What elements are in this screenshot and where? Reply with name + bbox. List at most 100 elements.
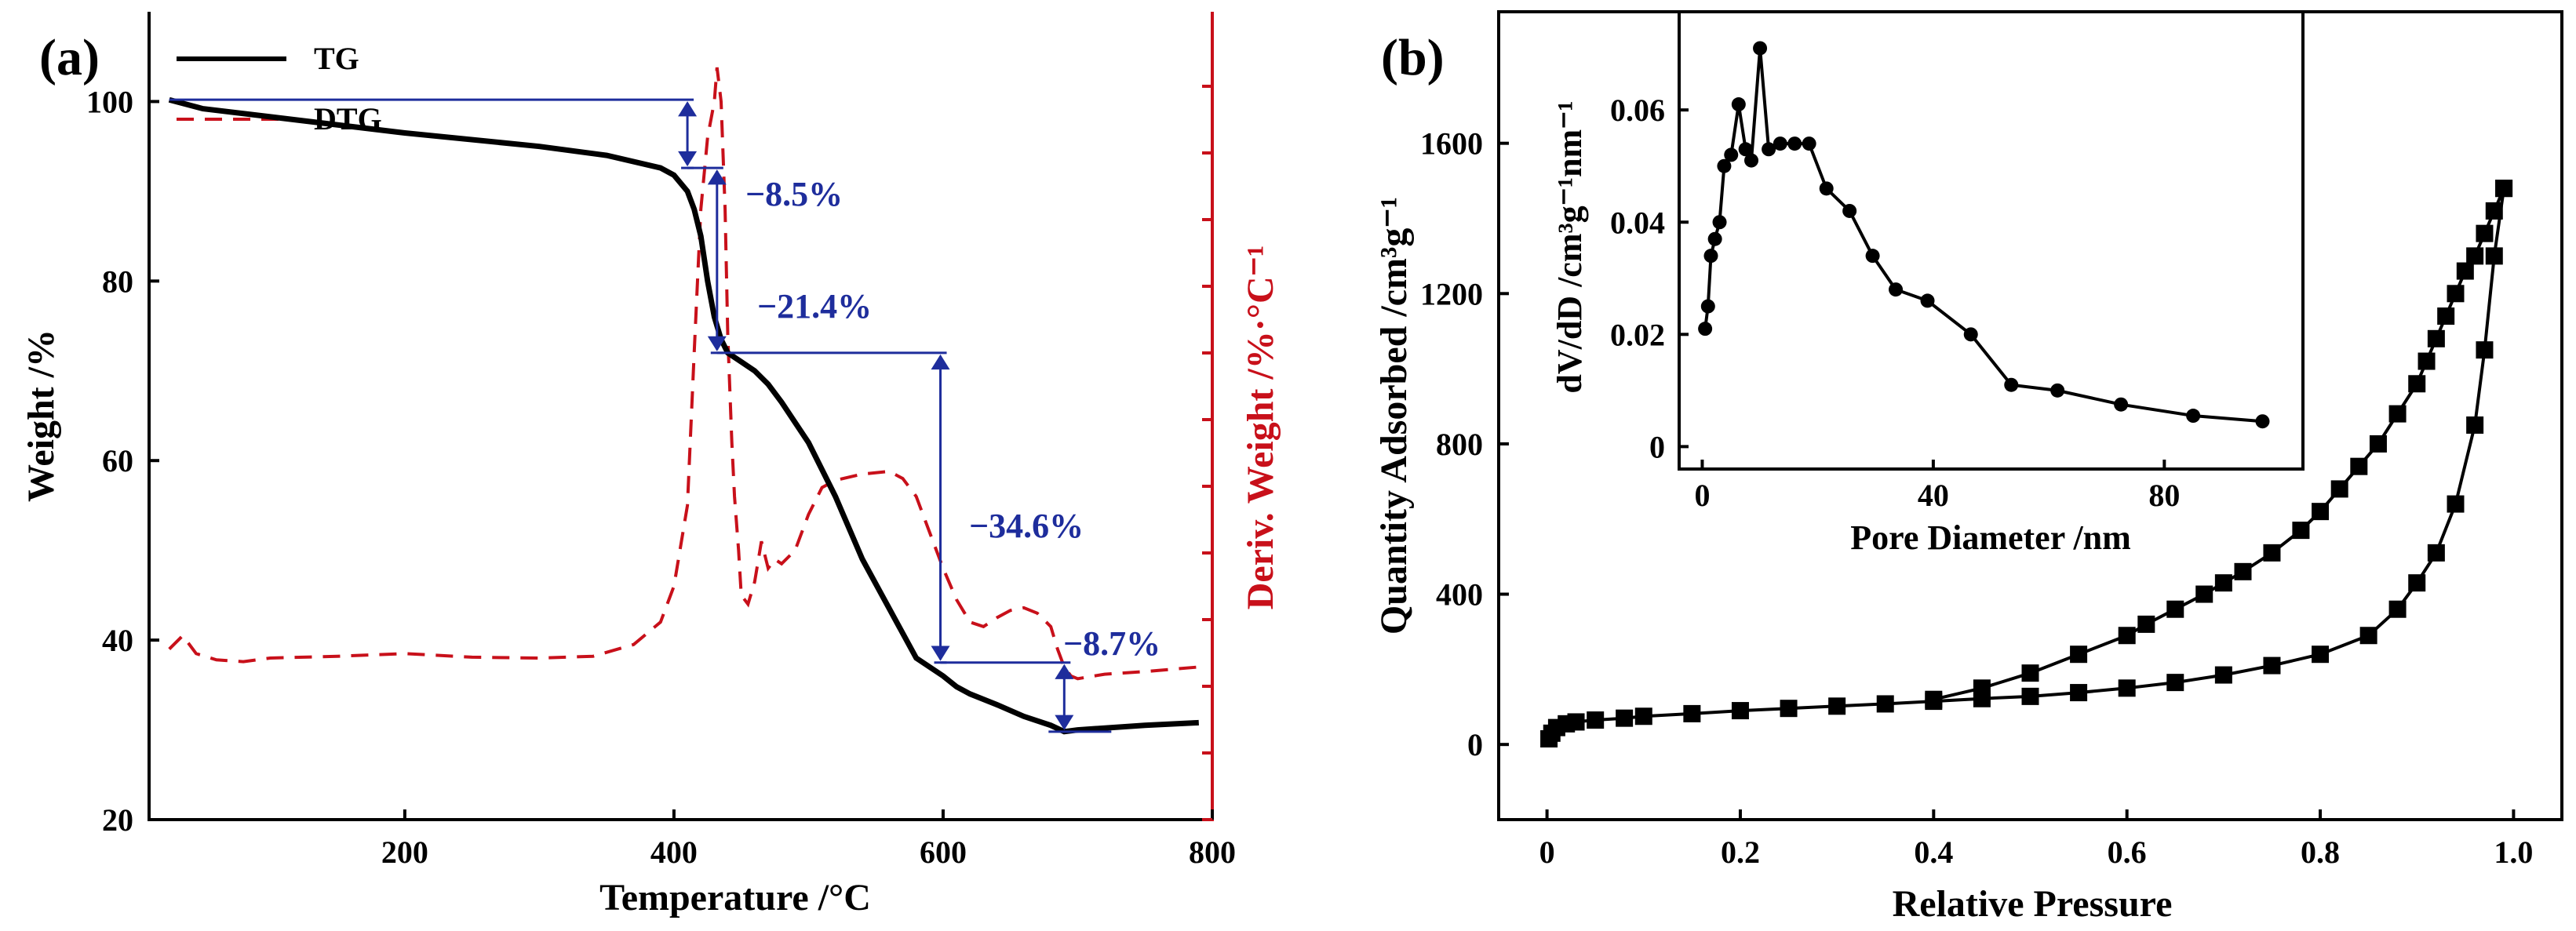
annotation-arrow-head [678,151,698,167]
inset-frame [1678,10,2305,471]
desorption-point [2427,329,2445,347]
desorption-point [2021,664,2039,682]
desorption-point [2369,435,2387,453]
inset-point [1762,142,1776,157]
annotation-arrow-head [1055,664,1074,679]
adsorption-point [2166,674,2184,692]
inset-y-tick-label: 0.02 [1610,317,1665,352]
adsorption-point [1567,713,1585,731]
x-tick-label: 600 [920,835,967,870]
desorption-point [2263,544,2281,562]
y-tick-label: 1200 [1420,276,1483,311]
inset-point [1787,136,1802,151]
inset-point [1773,136,1787,151]
desorption-point [2195,585,2213,603]
desorption-point [2312,503,2330,521]
x-tick-label: 0.6 [2108,835,2147,870]
y-tick-label: 100 [86,84,133,119]
x-tick-label: 0.4 [1914,835,1953,870]
annotation-arrow-head [707,169,727,185]
annotation-arrow-head [707,336,727,351]
adsorption-point [2476,341,2494,359]
annotation-arrow-head [678,101,698,117]
adsorption-point [1616,709,1634,727]
adsorption-point [2388,600,2407,618]
inset-point [2050,383,2065,398]
adsorption-point [2214,666,2232,684]
inset-point [1753,41,1768,56]
y2-ticks [1202,85,1212,821]
adsorption-point [2485,247,2503,265]
mass-loss-annotations: −8.5% −21.4% −34.6% −8.7% [169,98,1160,733]
desorption-point [2214,574,2232,592]
panel-b-label: (b) [1381,29,1445,86]
inset-point [2004,377,2019,392]
desorption-point [2476,224,2494,242]
adsorption-point [2466,416,2484,434]
inset-point [1700,299,1715,314]
inset-y-ticks: 0 0.02 0.04 0.06 [1610,93,1689,464]
inset-y-tick-label: 0.06 [1610,93,1665,128]
adsorption-point [1828,697,1846,715]
desorption-point [2437,307,2455,325]
legend: TG DTG [177,41,382,136]
desorption-point [2485,202,2503,220]
adsorption-points [1540,180,2513,747]
desorption-point [2447,285,2465,303]
y2-axis-label: Deriv. Weight /%·°C⁻¹ [1240,245,1281,610]
inset-points [1698,41,2270,429]
y-ticks: 20 40 60 80 100 [86,84,159,838]
inset-point [1744,153,1759,168]
inset-point [1731,97,1746,112]
y-tick-label: 20 [102,802,133,838]
adsorption-point [2263,656,2281,675]
desorption-point [2137,615,2155,633]
inset-x-axis-label: Pore Diameter /nm [1850,518,2131,557]
adsorption-point [2408,574,2426,592]
adsorption-point [2312,646,2330,664]
inset-plot: 0 40 80 0 0.02 0.04 0.06 Pore Diameter /nm dV… [1550,10,2305,557]
y-tick-label: 1600 [1420,126,1483,162]
desorption-point [2408,375,2426,393]
annotation-arrow-head [931,646,950,661]
adsorption-point [2070,684,2088,702]
annotation-label: −34.6% [969,507,1084,545]
inset-point [2114,397,2129,412]
inset-point [1842,203,1857,218]
y-axis-label: Weight /% [20,329,62,502]
desorption-point [2388,405,2407,423]
annotation-label: −21.4% [757,287,872,325]
adsorption-point [2447,495,2465,513]
inset-line [1703,48,2263,424]
desorption-point [1973,679,1991,697]
y-tick-label: 80 [102,264,133,299]
desorption-point [2166,600,2184,618]
inset-point [1865,249,1880,264]
y-tick-label: 400 [1436,577,1483,613]
y-tick-label: 40 [102,623,133,658]
x-axis-label: Temperature /°C [599,877,871,918]
adsorption-point [1634,707,1652,726]
inset-point [2255,414,2270,429]
inset-point [1920,293,1935,308]
adsorption-point [2118,679,2136,697]
x-tick-label: 0.2 [1721,835,1760,870]
desorption-point [2418,352,2436,370]
adsorption-point [2427,544,2445,562]
annotation-arrow-head [931,354,950,370]
inset-point [1724,147,1739,162]
desorption-point [2350,457,2368,475]
desorption-point [2292,522,2310,540]
inset-y-axis-label: dV/dD /cm³g⁻¹nm⁻¹ [1550,100,1589,393]
desorption-point [2118,627,2136,645]
panel-a-label: (a) [39,29,100,86]
adsorption-point [2021,687,2039,705]
y-tick-label: 800 [1436,427,1483,462]
inset-point [1889,282,1904,297]
desorption-point [2330,480,2348,498]
y-axis-label: Quantity Adsorbed /cm³g⁻¹ [1373,197,1415,635]
x-ticks: 200 400 600 800 [381,809,1236,870]
desorption-points [1925,180,2513,708]
